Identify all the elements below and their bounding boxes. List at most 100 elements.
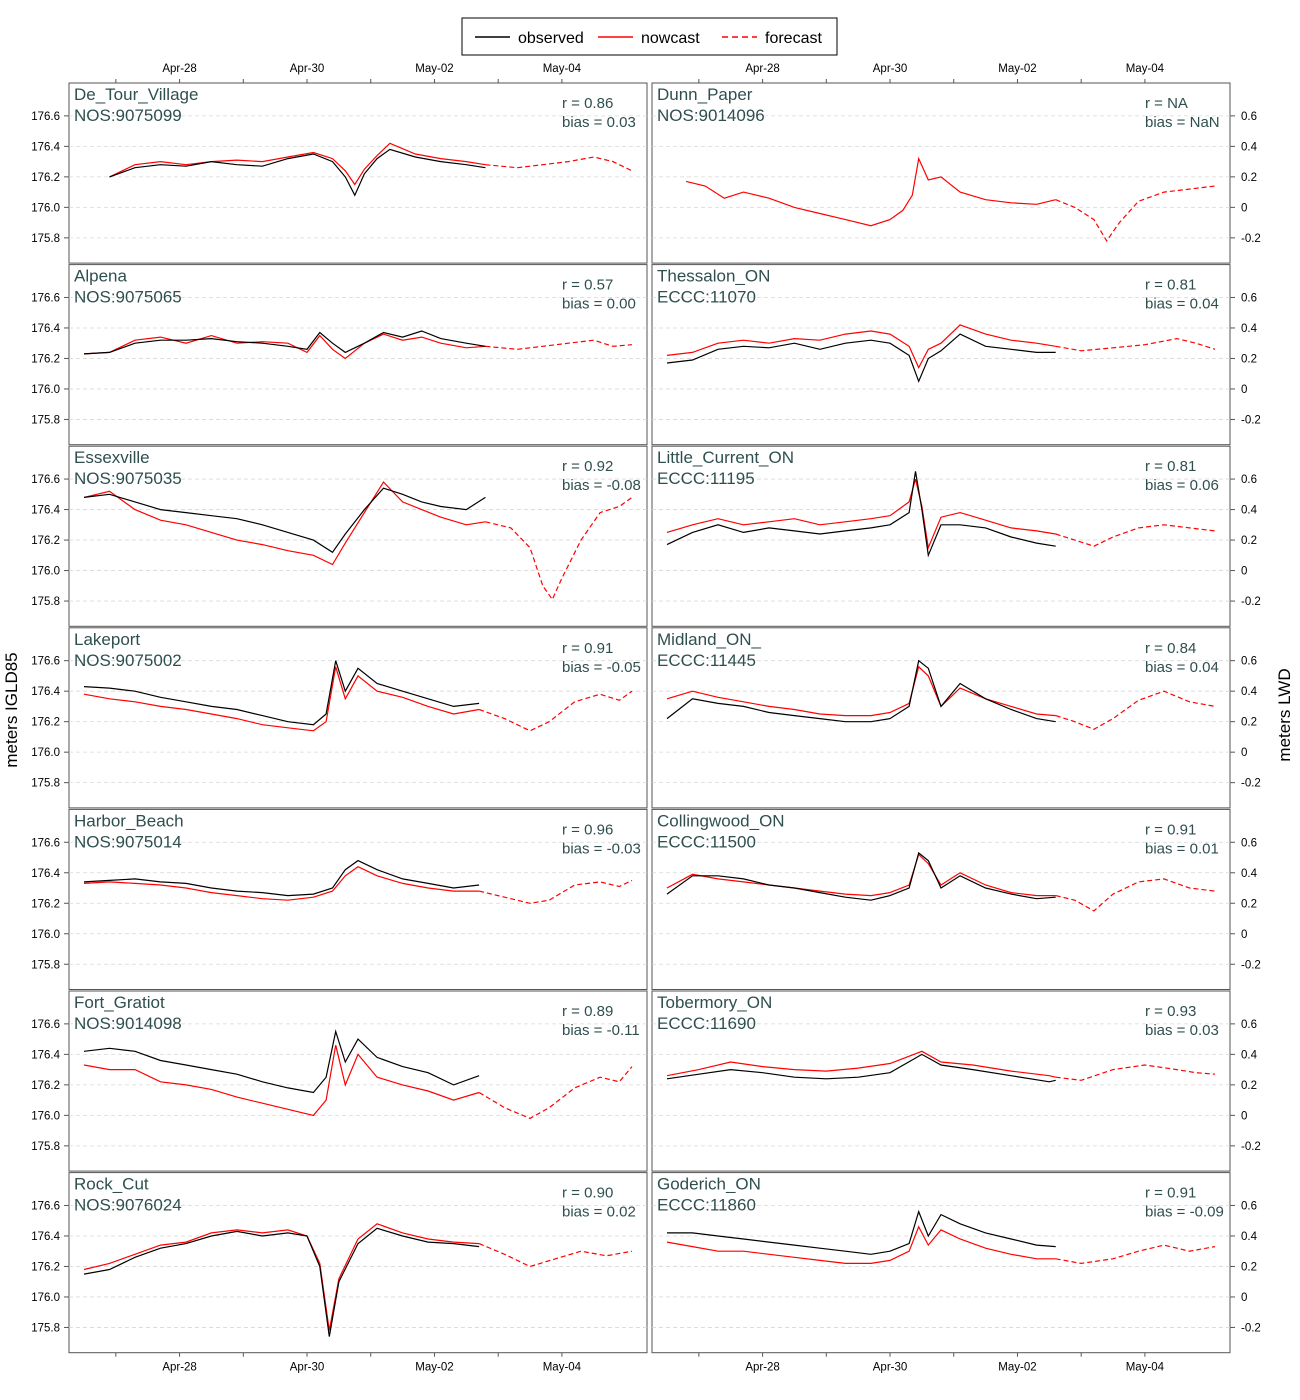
station-id: ECCC:11070 bbox=[657, 288, 756, 307]
station-name: Little_Current_ON bbox=[657, 448, 794, 467]
x-tick-label-bottom: May-04 bbox=[543, 1362, 582, 1374]
panel-lakeport: 176.6 176.4 176.2 176.0 175.8 Lakeport NOS:907… bbox=[31, 627, 648, 809]
stat-r: r = 0.81 bbox=[1145, 458, 1196, 475]
y-tick-label-right: -0.2 bbox=[1241, 233, 1261, 245]
y-tick-label-right: 0.4 bbox=[1241, 868, 1258, 880]
y-tick-label-right: 0.4 bbox=[1241, 1049, 1258, 1061]
y-tick-label-right: -0.2 bbox=[1241, 1322, 1261, 1334]
y-tick-label-right: 0.4 bbox=[1241, 1231, 1258, 1243]
nowcast-line bbox=[83, 866, 480, 901]
y-tick-label-left: 176.4 bbox=[31, 505, 60, 517]
station-id: NOS:9075099 bbox=[74, 106, 182, 125]
stat-bias: bias = 0.06 bbox=[1145, 477, 1219, 494]
nowcast-line bbox=[666, 324, 1056, 369]
y-tick-label-right: -0.2 bbox=[1241, 414, 1261, 426]
y-tick-label-left: 176.6 bbox=[31, 111, 60, 123]
nowcast-line bbox=[666, 1225, 1056, 1265]
x-tick-label-top: May-04 bbox=[543, 63, 582, 75]
stat-bias: bias = 0.04 bbox=[1145, 296, 1219, 313]
station-id: ECCC:11860 bbox=[657, 1196, 756, 1215]
stat-bias: bias = NaN bbox=[1145, 114, 1220, 131]
y-tick-label-left: 176.2 bbox=[31, 1261, 60, 1273]
legend-nowcast-label: nowcast bbox=[641, 30, 700, 47]
panel-midland-on: 0.6 0.4 0.2 0 -0.2 Midland_ON_ ECCC:11445 r = 0… bbox=[651, 627, 1261, 809]
stat-r: r = 0.57 bbox=[562, 277, 613, 294]
stat-r: r = NA bbox=[1145, 95, 1188, 112]
observed-line bbox=[109, 148, 486, 197]
x-tick-label-top: May-02 bbox=[998, 63, 1036, 75]
y-tick-label-left: 176.2 bbox=[31, 353, 60, 365]
y-tick-label-right: -0.2 bbox=[1241, 778, 1261, 790]
y-tick-label-right: 0.6 bbox=[1241, 292, 1257, 304]
y-tick-label-left: 176.0 bbox=[31, 384, 60, 396]
y-tick-label-right: 0.2 bbox=[1241, 535, 1257, 547]
y-tick-label-left: 175.8 bbox=[31, 414, 60, 426]
panel-frame bbox=[68, 264, 648, 446]
station-id: ECCC:11445 bbox=[657, 651, 756, 670]
stat-bias: bias = -0.09 bbox=[1145, 1204, 1224, 1221]
stat-r: r = 0.91 bbox=[1145, 821, 1196, 838]
y-tick-label-left: 176.2 bbox=[31, 535, 60, 547]
station-id: NOS:9014096 bbox=[657, 106, 765, 125]
y-tick-label-left: 176.4 bbox=[31, 323, 60, 335]
y-tick-label-left: 176.4 bbox=[31, 868, 60, 880]
panel-grid: 176.6 176.4 176.2 176.0 175.8 Apr-28 Apr-30 May… bbox=[31, 63, 1261, 1374]
forecast-line bbox=[485, 156, 633, 172]
y-tick-label-right: 0 bbox=[1241, 1110, 1247, 1122]
y-axis-title-right: meters LWD bbox=[1275, 668, 1294, 761]
panel-tobermory-on: 0.6 0.4 0.2 0 -0.2 Tobermory_ON ECCC:11690 r = … bbox=[651, 990, 1261, 1172]
stat-bias: bias = 0.04 bbox=[1145, 659, 1219, 676]
observed-line bbox=[666, 471, 1056, 558]
forecast-line bbox=[478, 1243, 633, 1268]
legend: observed nowcast forecast bbox=[461, 17, 838, 56]
observed-line bbox=[83, 660, 480, 726]
forecast-line bbox=[1055, 337, 1216, 352]
station-id: ECCC:11690 bbox=[657, 1014, 756, 1033]
panel-fort-gratiot: 176.6 176.4 176.2 176.0 175.8 Fort_Gratiot NOS… bbox=[31, 990, 648, 1172]
forecast-line bbox=[485, 339, 633, 350]
nowcast-line bbox=[83, 666, 480, 732]
station-id: NOS:9075065 bbox=[74, 288, 182, 307]
y-tick-label-right: 0.6 bbox=[1241, 1200, 1257, 1212]
y-tick-label-right: 0.6 bbox=[1241, 837, 1257, 849]
station-id: NOS:9075035 bbox=[74, 469, 182, 488]
stat-r: r = 0.90 bbox=[562, 1185, 613, 1202]
y-tick-label-left: 176.4 bbox=[31, 1231, 60, 1243]
y-tick-label-right: 0.6 bbox=[1241, 474, 1257, 486]
y-tick-label-right: 0.2 bbox=[1241, 1080, 1257, 1092]
observed-line bbox=[666, 659, 1056, 723]
station-name: Rock_Cut bbox=[74, 1175, 149, 1194]
stat-bias: bias = -0.05 bbox=[562, 659, 641, 676]
y-tick-label-right: 0 bbox=[1241, 747, 1247, 759]
y-tick-label-left: 176.2 bbox=[31, 1080, 60, 1092]
panel-frame bbox=[651, 264, 1231, 446]
station-name: Midland_ON_ bbox=[657, 630, 761, 649]
observed-line bbox=[667, 1209, 1056, 1255]
nowcast-line bbox=[83, 1045, 480, 1117]
y-tick-label-left: 175.8 bbox=[31, 233, 60, 245]
y-tick-label-left: 175.8 bbox=[31, 1322, 60, 1334]
x-tick-label-top: Apr-28 bbox=[745, 63, 780, 75]
stat-r: r = 0.81 bbox=[1145, 277, 1196, 294]
stat-bias: bias = 0.00 bbox=[562, 296, 636, 313]
y-tick-label-left: 176.4 bbox=[31, 686, 60, 698]
y-tick-label-left: 176.6 bbox=[31, 1019, 60, 1031]
y-tick-label-left: 175.8 bbox=[31, 1141, 60, 1153]
x-tick-label-bottom: Apr-28 bbox=[162, 1362, 197, 1374]
x-tick-label-top: Apr-30 bbox=[873, 63, 908, 75]
stat-bias: bias = 0.02 bbox=[562, 1204, 636, 1221]
nowcast-line bbox=[83, 333, 486, 360]
y-tick-label-right: 0 bbox=[1241, 929, 1247, 941]
y-tick-label-left: 176.4 bbox=[31, 1049, 60, 1061]
panel-alpena: 176.6 176.4 176.2 176.0 175.8 Alpena NOS:90750… bbox=[31, 264, 648, 446]
y-tick-label-right: 0.2 bbox=[1241, 1261, 1257, 1273]
observed-line bbox=[666, 1053, 1056, 1083]
forecast-line bbox=[1055, 878, 1216, 912]
y-tick-label-right: 0.2 bbox=[1241, 172, 1257, 184]
y-tick-label-right: 0 bbox=[1241, 384, 1247, 396]
legend-forecast-label: forecast bbox=[765, 30, 822, 47]
nowcast-line bbox=[109, 142, 486, 186]
y-tick-label-right: 0.6 bbox=[1241, 656, 1257, 668]
x-tick-label-bottom: Apr-30 bbox=[873, 1362, 908, 1374]
